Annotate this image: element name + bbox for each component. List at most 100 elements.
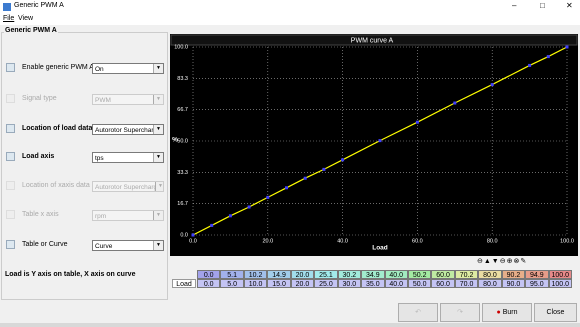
- dropdown-arrow: ▼: [153, 95, 163, 104]
- table-cell[interactable]: 20.0: [290, 279, 315, 288]
- x-axis-label: Load: [372, 245, 388, 252]
- table-cell[interactable]: 30.2: [337, 270, 362, 279]
- dropdown: rpm ▼: [92, 210, 164, 221]
- table-cell[interactable]: 0.0: [197, 270, 221, 279]
- table-cell[interactable]: 60.0: [431, 279, 455, 288]
- curve-point: [453, 101, 457, 105]
- curve-point: [247, 205, 251, 209]
- curve-point: [341, 158, 345, 162]
- table-cell[interactable]: 90.2: [501, 270, 526, 279]
- note: Load is Y axis on table, X axis on curve: [5, 271, 136, 278]
- y-tick-label: 100.0: [174, 44, 188, 50]
- field-label: Table or Curve: [22, 241, 68, 248]
- dropdown[interactable]: Autorotor Supercharger ▼: [92, 124, 164, 135]
- field-label: Location of load data: [22, 125, 93, 132]
- table-cell[interactable]: 20.0: [290, 270, 315, 279]
- table-cell[interactable]: 25.1: [314, 270, 338, 279]
- minimize[interactable]: –: [512, 1, 517, 10]
- dropdown-value: tps: [95, 155, 104, 162]
- table-cell[interactable]: 60.0: [431, 270, 455, 279]
- row-icon: [6, 240, 15, 249]
- table-cell[interactable]: 80.0: [478, 279, 502, 288]
- row-icon: [6, 94, 15, 103]
- y-tick-label: 66.7: [177, 107, 188, 113]
- chart-panel: [170, 34, 578, 256]
- menu-item[interactable]: File: [3, 15, 15, 22]
- maximize[interactable]: □: [540, 1, 545, 10]
- y-tick-label: 33.3: [177, 170, 188, 176]
- curve-point: [528, 63, 532, 67]
- curve-point: [565, 45, 569, 49]
- table-cell[interactable]: 70.2: [454, 270, 479, 279]
- menu-bar: [0, 14, 580, 25]
- dropdown-value: Autorotor Supercharger: [95, 127, 163, 134]
- dropdown[interactable]: On ▼: [92, 63, 164, 74]
- dropdown: Autorotor Supercharger ▼: [92, 181, 164, 192]
- table-cell[interactable]: 100.0: [548, 279, 572, 288]
- table-cell[interactable]: 5.0: [220, 279, 244, 288]
- curve-point: [191, 233, 195, 237]
- curve-point: [285, 186, 288, 190]
- table-cell[interactable]: 10.2: [243, 270, 268, 279]
- dropdown[interactable]: tps ▼: [92, 152, 164, 163]
- table-cell[interactable]: 50.0: [407, 279, 432, 288]
- dropdown-arrow: ▼: [153, 64, 163, 73]
- table-cell[interactable]: 34.9: [361, 270, 385, 279]
- curve-line: [192, 46, 568, 236]
- table-cell[interactable]: 94.9: [525, 270, 549, 279]
- table-cell[interactable]: 14.9: [267, 270, 291, 279]
- table-cell[interactable]: 90.0: [501, 279, 526, 288]
- row-icon: [6, 152, 15, 161]
- curve-point: [322, 167, 326, 171]
- dropdown-value: Curve: [95, 243, 113, 250]
- menu-item[interactable]: View: [18, 15, 34, 22]
- close-window[interactable]: ✕: [566, 1, 573, 10]
- table-cell[interactable]: 40.0: [384, 279, 408, 288]
- burn-label: Burn: [502, 309, 518, 316]
- y-tick-label: 16.7: [177, 201, 188, 207]
- table-cell[interactable]: 80.0: [478, 270, 502, 279]
- toolbar[interactable]: ⊖▲▼⊖⊕⊗✎: [477, 258, 528, 265]
- table-cell[interactable]: 15.0: [267, 279, 291, 288]
- curve-point: [490, 83, 494, 87]
- table-cell[interactable]: 25.0: [314, 279, 338, 288]
- y-axis-label: %: [172, 137, 178, 144]
- y-tick-label: 83.3: [177, 76, 188, 82]
- row-icon: [6, 210, 15, 219]
- dropdown[interactable]: Curve ▼: [92, 240, 164, 251]
- curve-point: [378, 139, 382, 143]
- x-tick-label: 20.0: [262, 238, 273, 244]
- dropdown-value: rpm: [95, 213, 107, 220]
- table-cell[interactable]: 10.0: [243, 279, 268, 288]
- table-cell[interactable]: 40.0: [384, 270, 408, 279]
- x-tick-label: 0.0: [189, 238, 197, 244]
- table-row-label: Load: [172, 279, 196, 288]
- title-bar: [0, 0, 580, 14]
- curve-point: [415, 120, 419, 124]
- x-tick-label: 40.0: [337, 238, 348, 244]
- field-label: Load axis: [22, 153, 55, 160]
- burn-button[interactable]: ● Burn: [482, 303, 532, 322]
- table-cell[interactable]: 50.2: [407, 270, 432, 279]
- x-tick-label: 80.0: [487, 238, 498, 244]
- table-cell[interactable]: 0.0: [197, 279, 221, 288]
- window-title: Generic PWM A: [14, 2, 64, 9]
- table-cell[interactable]: 35.0: [361, 279, 385, 288]
- dropdown-arrow: ▼: [153, 153, 163, 162]
- curve-point: [303, 176, 307, 180]
- table-cell[interactable]: 95.0: [525, 279, 549, 288]
- close-button[interactable]: Close: [534, 303, 577, 322]
- table-cell[interactable]: 30.0: [337, 279, 362, 288]
- table-cell[interactable]: 100.0: [548, 270, 572, 279]
- field-label: Enable generic PWM A: [22, 64, 94, 71]
- row-icon: [6, 63, 15, 72]
- dropdown-value: On: [95, 66, 104, 73]
- dropdown-arrow: ▼: [153, 125, 163, 134]
- dropdown-arrow: ▼: [153, 241, 163, 250]
- curve-point: [210, 223, 214, 227]
- dropdown: PWM ▼: [92, 94, 164, 105]
- field-label: Signal type: [22, 95, 57, 102]
- table-cell[interactable]: 70.0: [454, 279, 479, 288]
- table-cell[interactable]: 5.1: [220, 270, 244, 279]
- app-icon: [3, 3, 11, 11]
